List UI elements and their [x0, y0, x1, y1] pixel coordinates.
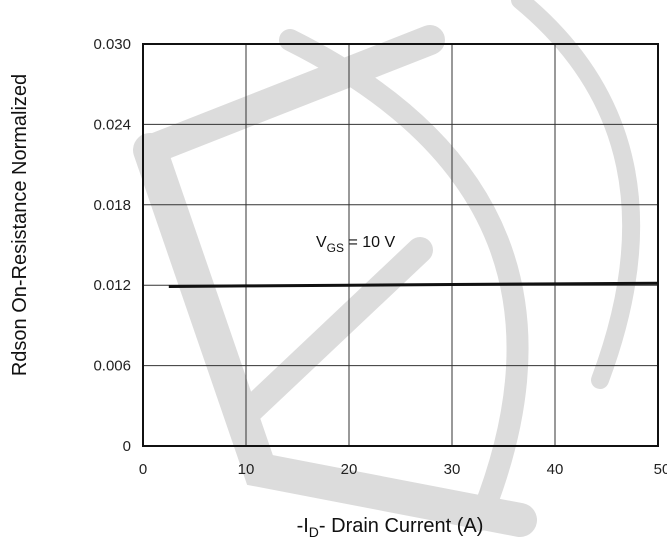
y-tick-label: 0.006	[93, 358, 131, 375]
annotation-rest: = 10 V	[344, 234, 395, 251]
x-tick-label: 50	[654, 461, 667, 478]
annotation-sub: GS	[327, 241, 344, 255]
x-axis-title-suffix: - Drain Current (A)	[319, 515, 483, 537]
x-tick-labels: 0 10 20 30 40 50	[139, 461, 667, 478]
y-tick-label: 0.012	[93, 277, 131, 294]
x-tick-label: 20	[341, 461, 358, 478]
series-layer	[168, 281, 659, 288]
x-tick-label: 0	[139, 461, 147, 478]
x-axis-title-sub: D	[309, 524, 319, 540]
annotation-main: V	[316, 234, 327, 251]
x-axis-title-prefix: -I	[297, 515, 309, 537]
y-axis-title: Rdson On-Resistance Normalized	[9, 74, 31, 376]
y-tick-label: 0	[123, 438, 131, 455]
x-tick-label: 10	[238, 461, 255, 478]
watermark-logo	[133, 0, 641, 537]
y-tick-label: 0.018	[93, 197, 131, 214]
series-line	[168, 281, 659, 288]
plot-area-frame	[142, 43, 659, 447]
x-tick-label: 40	[547, 461, 564, 478]
y-tick-label: 0.024	[93, 116, 131, 133]
y-tick-label: 0.030	[93, 36, 131, 53]
series-annotation: VGS = 10 V	[316, 234, 395, 255]
y-tick-labels: 0 0.006 0.012 0.018 0.024 0.030	[93, 36, 131, 455]
x-axis-title: -ID- Drain Current (A)	[297, 515, 484, 540]
x-tick-label: 30	[444, 461, 461, 478]
